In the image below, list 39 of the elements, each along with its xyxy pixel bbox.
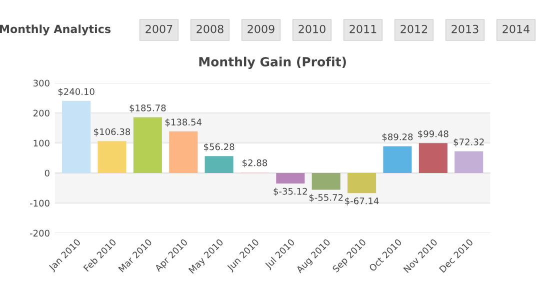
bar	[169, 131, 198, 173]
data-label: $99.48	[418, 130, 448, 138]
data-label: $2.88	[242, 159, 268, 168]
text: 2014	[502, 24, 530, 34]
bar	[204, 156, 234, 173]
bar	[62, 100, 91, 173]
text: Monthly Analytics	[0, 24, 111, 36]
data-label: $-67.14	[345, 197, 379, 206]
y-tick-label: 300	[33, 80, 50, 87]
text: 2007	[146, 24, 172, 34]
bar	[348, 172, 376, 194]
bar	[312, 172, 340, 190]
data-label: $-55.72	[309, 194, 343, 202]
text: 2009	[248, 24, 274, 34]
y-tick-label: 200	[33, 110, 50, 117]
bar	[454, 151, 484, 173]
data-label: $-35.12	[274, 188, 307, 196]
y-tick-label: -100	[30, 200, 50, 207]
bar	[418, 143, 448, 173]
bar	[383, 146, 412, 173]
y-tick-label: 100	[34, 140, 50, 147]
bar	[98, 141, 126, 173]
data-label: $106.38	[94, 128, 130, 136]
data-label: $185.78	[130, 104, 166, 113]
data-label: $72.32	[454, 138, 484, 147]
text: 2010	[298, 24, 326, 34]
text: 2011	[350, 24, 376, 34]
data-label: $240.10	[58, 88, 94, 96]
text: 2013	[452, 24, 478, 34]
text: 2012	[400, 24, 428, 34]
data-label: $89.28	[382, 133, 413, 142]
y-tick-label: -200	[30, 230, 50, 237]
y-tick-label: 0	[44, 170, 50, 177]
text: 2008	[196, 24, 224, 34]
data-label: $138.54	[165, 118, 202, 127]
bar	[133, 117, 162, 173]
bar	[276, 172, 305, 184]
chart-title: Monthly Gain (Profit)	[199, 56, 346, 69]
data-label: $56.28	[204, 143, 234, 152]
